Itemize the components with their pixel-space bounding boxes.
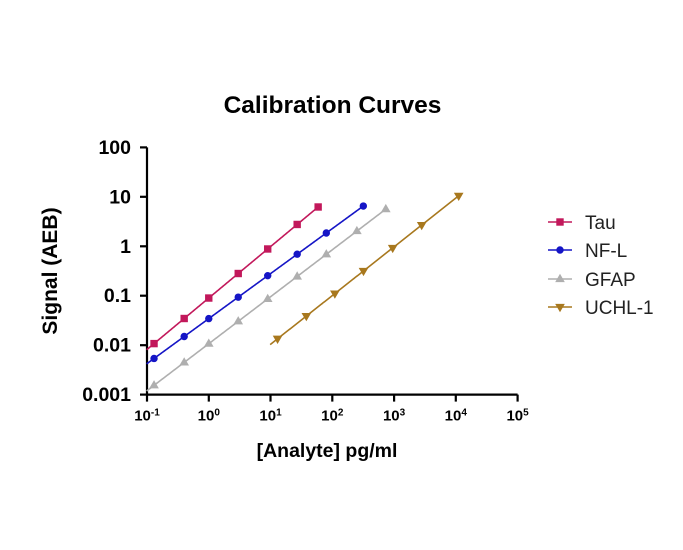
svg-text:0.001: 0.001 bbox=[82, 384, 131, 406]
svg-text:10-1: 10-1 bbox=[134, 407, 160, 425]
svg-text:Tau: Tau bbox=[585, 213, 616, 234]
svg-text:0.1: 0.1 bbox=[104, 285, 131, 307]
svg-text:100: 100 bbox=[198, 407, 221, 425]
svg-text:0.01: 0.01 bbox=[93, 335, 131, 357]
svg-text:105: 105 bbox=[506, 407, 529, 425]
svg-text:10: 10 bbox=[109, 186, 131, 208]
svg-text:UCHL-1: UCHL-1 bbox=[585, 298, 654, 319]
svg-text:1: 1 bbox=[120, 236, 131, 258]
svg-text:NF-L: NF-L bbox=[585, 241, 627, 262]
svg-text:102: 102 bbox=[321, 407, 344, 425]
svg-text:104: 104 bbox=[445, 407, 468, 425]
svg-text:GFAP: GFAP bbox=[585, 270, 636, 291]
svg-text:100: 100 bbox=[98, 137, 131, 159]
svg-text:101: 101 bbox=[259, 407, 282, 425]
svg-text:103: 103 bbox=[383, 407, 406, 425]
